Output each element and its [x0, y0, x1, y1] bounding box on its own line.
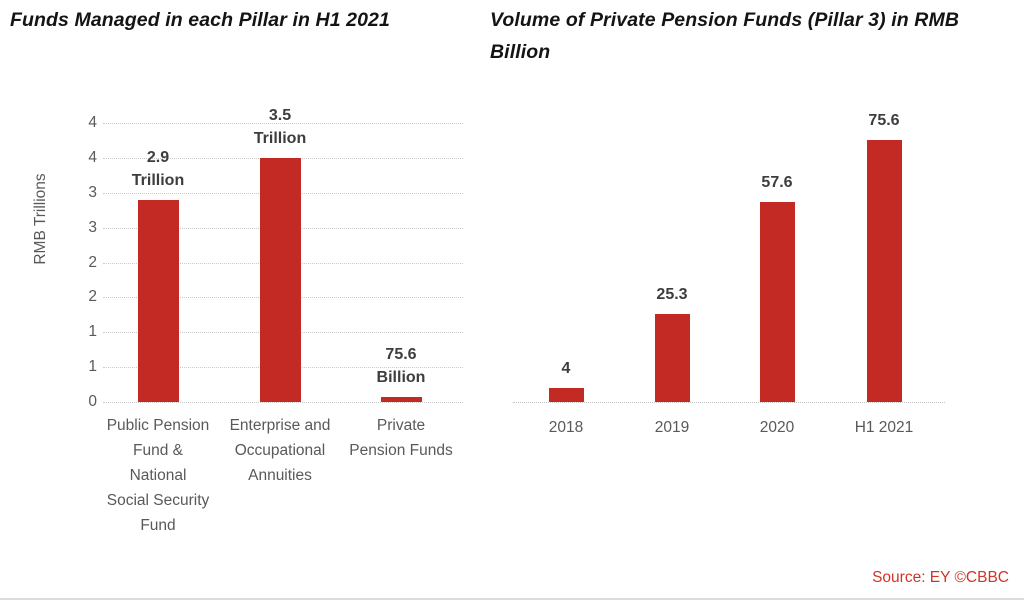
x-category-label: Public Pension Fund & National Social Secur…: [106, 417, 210, 534]
bar-value-label: 4: [561, 360, 571, 378]
x-category-label: 2018: [548, 419, 584, 436]
gridline: [103, 123, 463, 124]
bar-value-label: 3.5 Trillion: [253, 106, 307, 147]
bar-value-label: 2.9 Trillion: [131, 148, 185, 189]
x-category-label: Enterprise and Occupational Annuities: [229, 417, 331, 484]
bar-value-label: 25.3: [656, 286, 688, 304]
bar-2020: [759, 202, 795, 402]
x-category-label: 2019: [654, 419, 690, 436]
bar-1: [137, 199, 179, 402]
y-tick-label: 3: [88, 183, 97, 201]
chart-title-right: Volume of Private Pension Funds (Pillar …: [490, 9, 959, 63]
x-category-label: H1 2021: [854, 419, 914, 436]
bar-3: [380, 396, 422, 402]
y-tick-label: 3: [88, 218, 97, 236]
y-axis-title: RMB Trillions: [32, 173, 49, 265]
source-credit: Source: EY ©CBBC: [872, 569, 1009, 586]
x-category-label: 2020: [759, 419, 795, 436]
y-tick-label: 1: [88, 323, 97, 341]
y-tick-label: 1: [88, 358, 97, 376]
bar-2018: [548, 388, 584, 402]
x-category-label: Private Pension Funds: [349, 417, 453, 459]
bar-2019: [654, 314, 690, 402]
gridline: [103, 402, 463, 403]
bar-value-label: 57.6: [761, 174, 793, 192]
y-tick-label: 4: [88, 114, 97, 131]
y-tick-label: 2: [88, 253, 97, 271]
bar-2: [259, 157, 301, 402]
y-tick-label: 2: [88, 288, 97, 306]
chart-title-left: Funds Managed in each Pillar in H1 2021: [10, 9, 390, 31]
y-tick-label: 4: [88, 148, 97, 166]
bar-value-label: 75.6: [868, 112, 900, 129]
bar-value-label: 75.6 Billion: [376, 345, 426, 386]
x-axis-baseline: [513, 402, 945, 403]
y-tick-label: 0: [88, 393, 97, 410]
bar-H1 2021: [866, 140, 902, 402]
